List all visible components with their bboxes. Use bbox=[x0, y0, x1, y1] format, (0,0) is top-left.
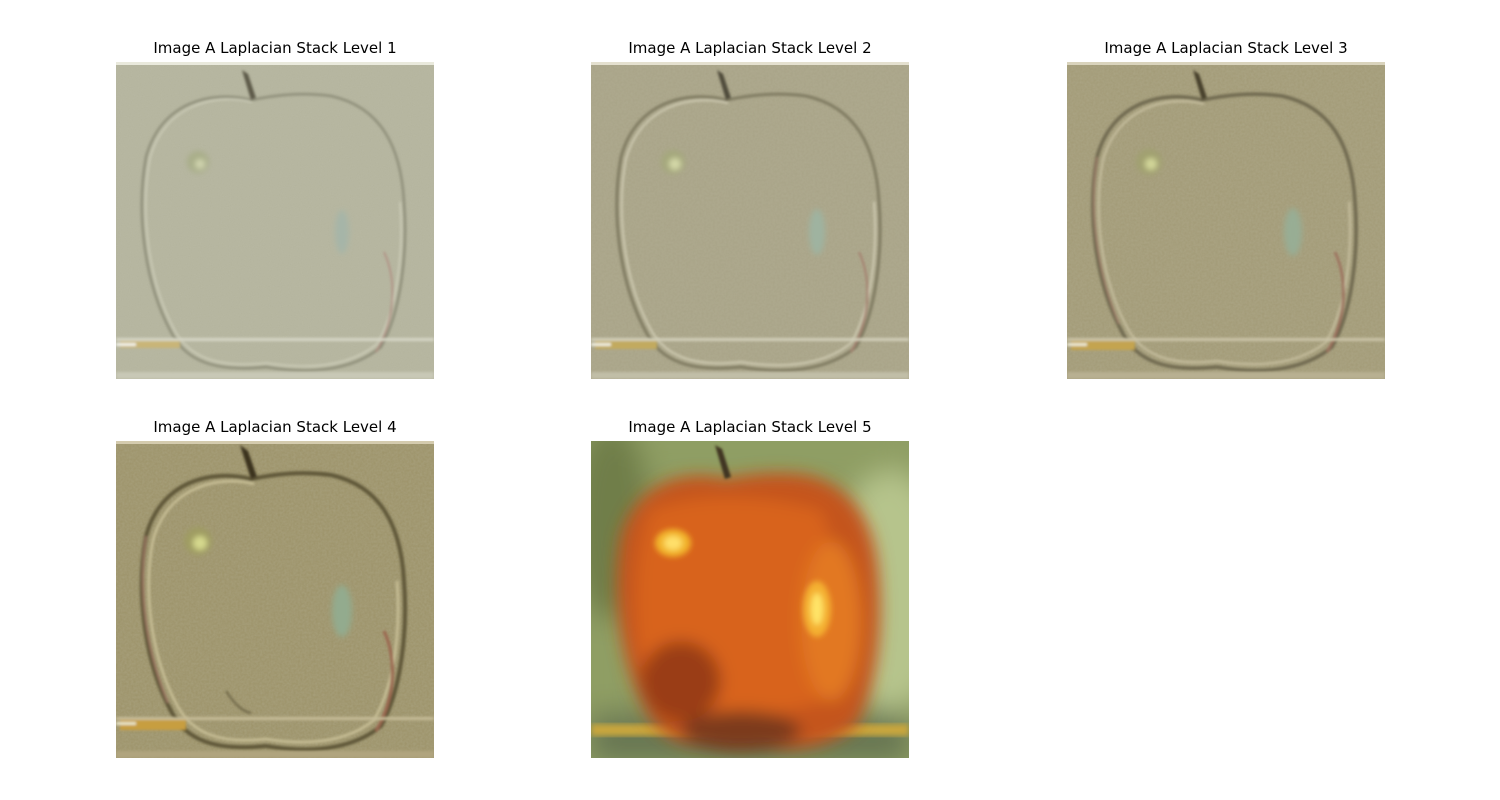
panel-title: Image A Laplacian Stack Level 3 bbox=[1104, 39, 1348, 57]
panel-title: Image A Laplacian Stack Level 1 bbox=[153, 39, 397, 57]
panel-title: Image A Laplacian Stack Level 5 bbox=[628, 418, 872, 436]
laplacian-level-4-image bbox=[116, 441, 434, 758]
laplacian-level-2-image bbox=[591, 62, 909, 379]
laplacian-level-3-image bbox=[1067, 62, 1385, 379]
panel-title: Image A Laplacian Stack Level 2 bbox=[628, 39, 872, 57]
laplacian-level-5-image bbox=[591, 441, 909, 758]
laplacian-level-1-image bbox=[116, 62, 434, 379]
panel-title: Image A Laplacian Stack Level 4 bbox=[153, 418, 397, 436]
